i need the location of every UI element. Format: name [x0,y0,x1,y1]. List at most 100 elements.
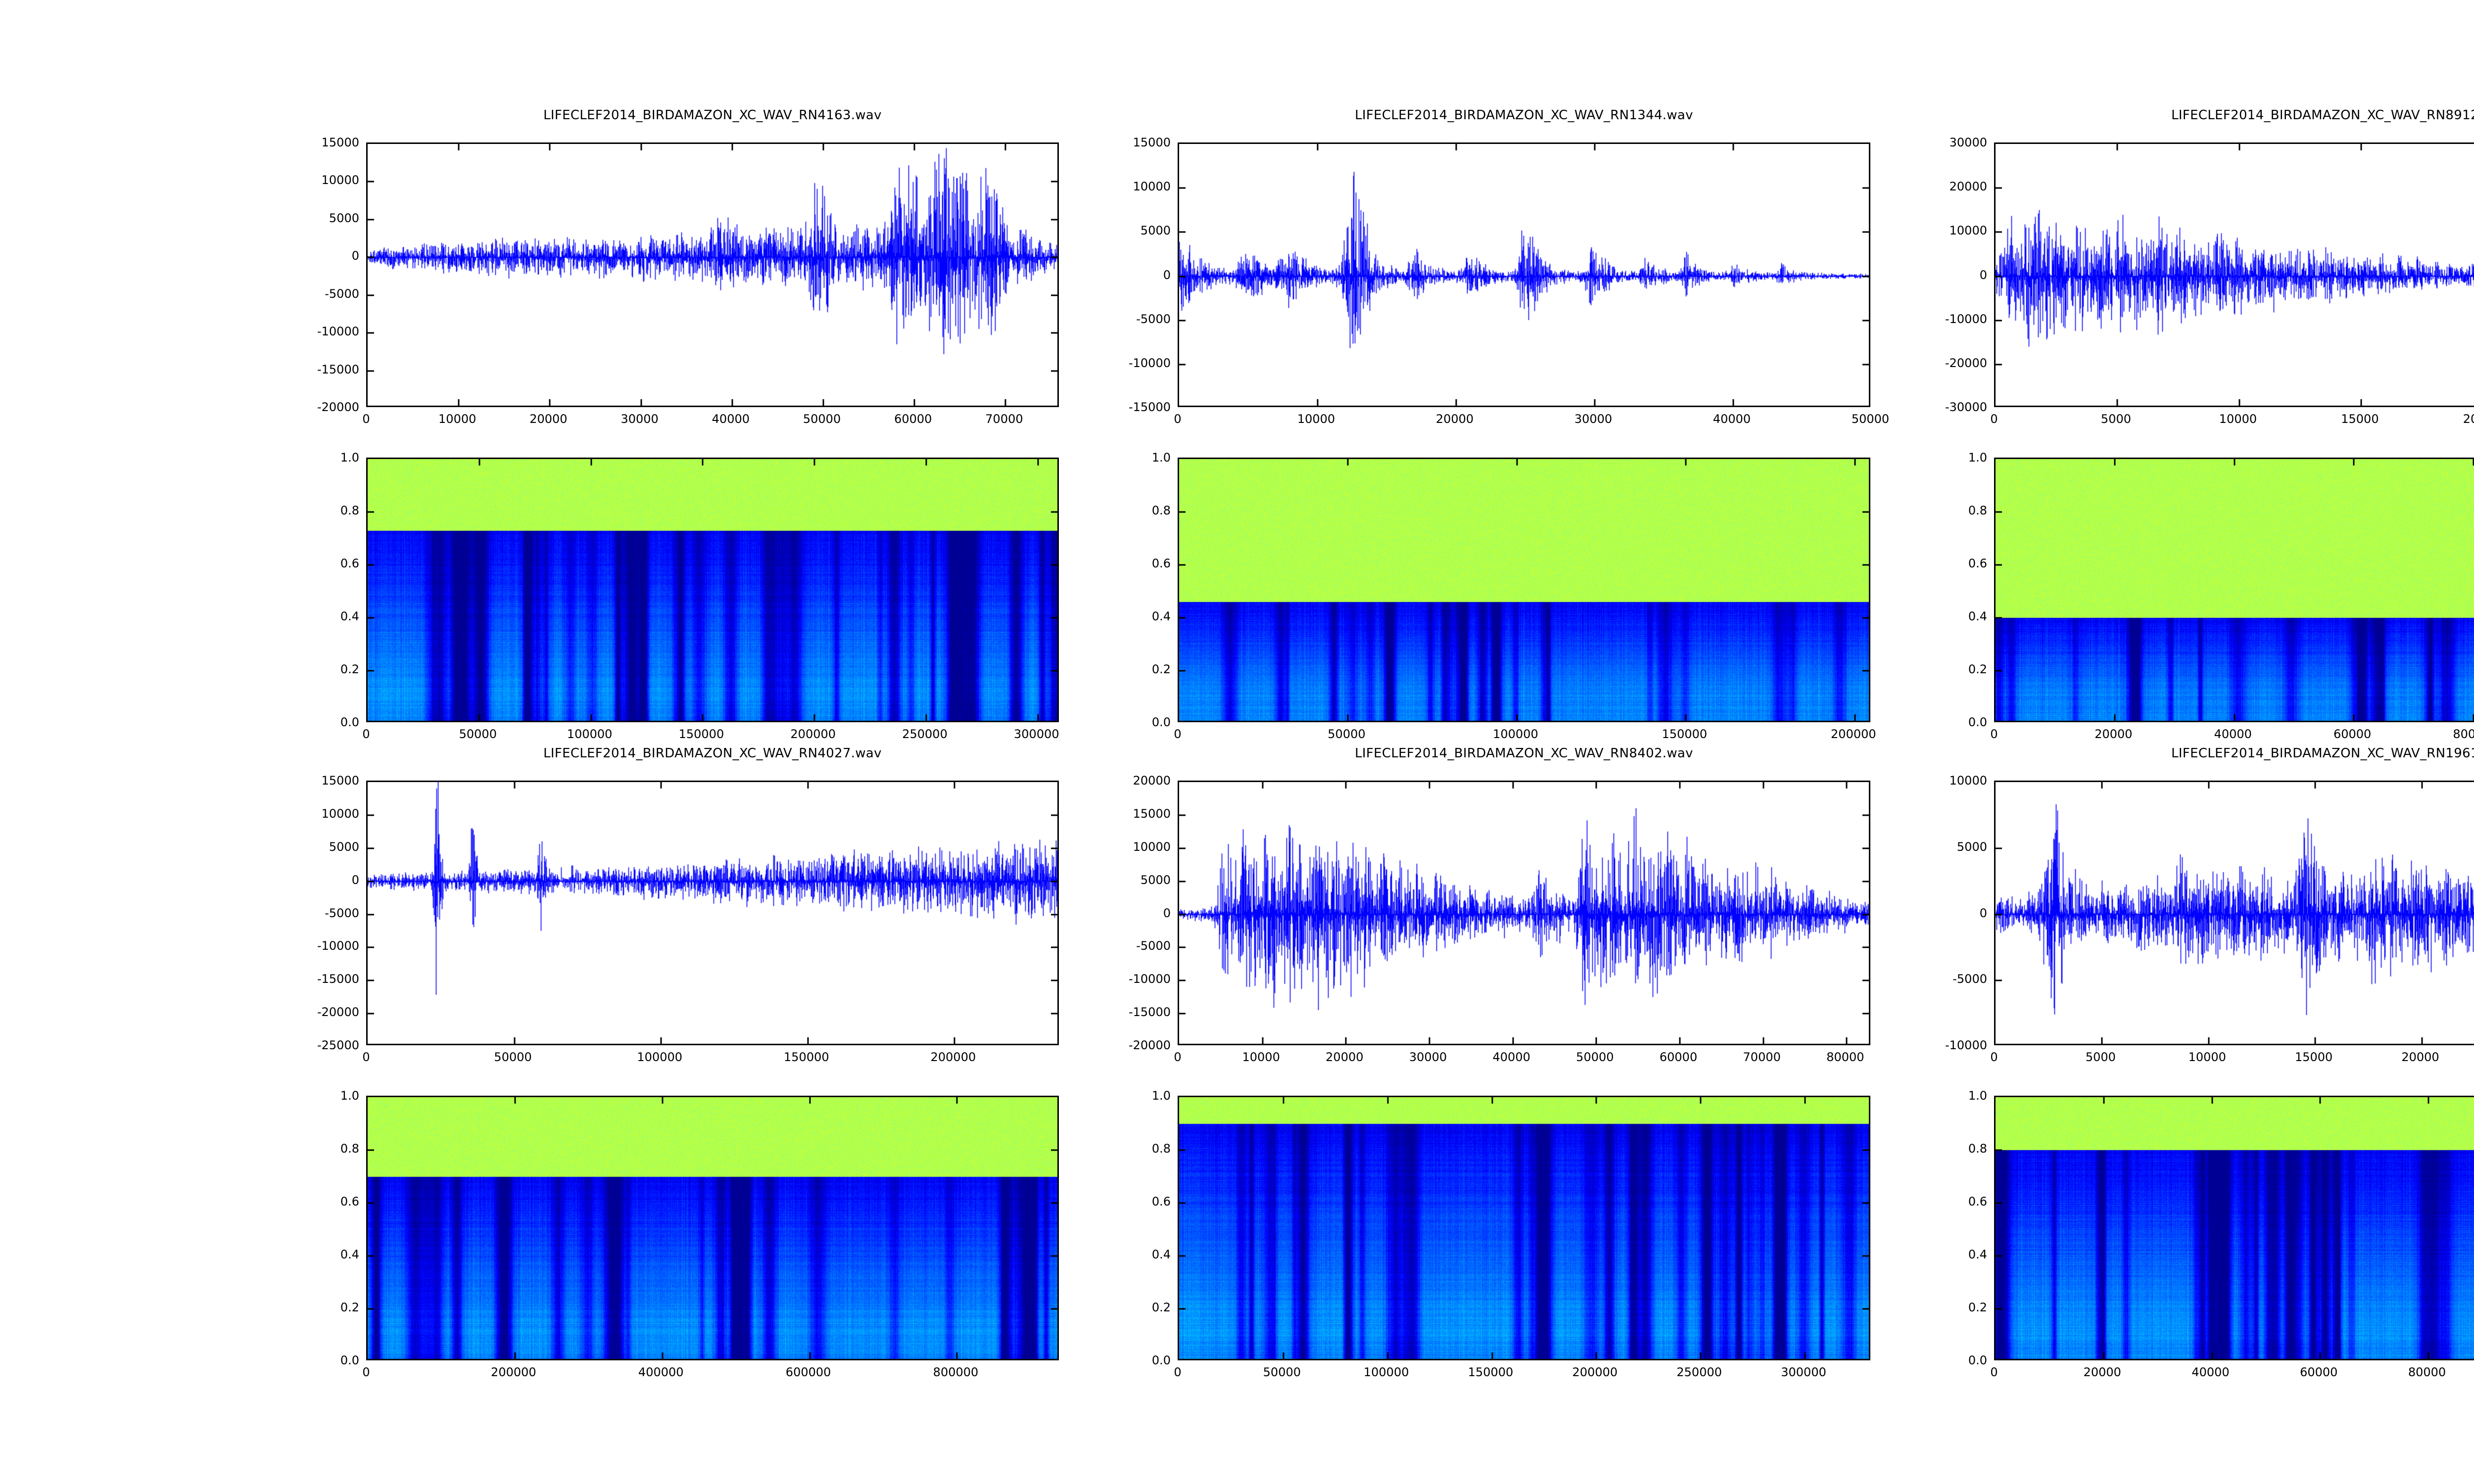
x-tick-mark [590,459,592,465]
x-tick-mark [807,782,809,788]
x-tick-label: 50000 [803,412,841,426]
spectrogram-panel-4-3: 0.00.20.40.60.81.00200004000060000800001… [1880,1061,2474,1405]
y-tick-label: -20000 [1945,356,1987,370]
x-tick-label: 0 [362,727,370,741]
y-tick-label: 0.4 [1968,1248,1987,1261]
x-tick-label: 20000 [1326,1050,1364,1064]
spectrogram-panel-2-3: 0.00.20.40.60.81.00200004000060000800001… [1880,423,2474,767]
spectrogram-axes [366,1096,1059,1360]
x-tick-label: 10000 [2188,1050,2226,1064]
y-tick-label: 15000 [321,774,359,788]
x-tick-mark [2114,459,2116,465]
y-tick-mark [1996,564,2002,566]
x-tick-label: 200000 [790,727,836,741]
x-tick-label: 200000 [1831,727,1876,741]
y-tick-mark [1179,914,1186,915]
x-tick-mark [813,714,815,721]
waveform-panel-1-2: LIFECLEF2014_BIRDAMAZON_XC_WAV_RN1344.wa… [1064,108,1915,452]
waveform-axes [366,142,1059,407]
x-tick-mark [1516,714,1518,721]
x-tick-mark [590,714,592,721]
y-tick-mark [1862,364,1869,366]
x-tick-mark [1595,1097,1597,1104]
y-tick-mark [1862,881,1869,882]
x-tick-label: 0 [1174,1050,1182,1064]
y-tick-label: -25000 [317,1038,359,1052]
x-tick-label: 60000 [894,412,932,426]
x-tick-mark [2360,144,2362,150]
y-tick-label: -15000 [1128,400,1171,414]
x-tick-mark [2353,714,2355,721]
x-tick-mark [458,144,460,150]
x-tick-mark [2116,144,2118,150]
y-tick-mark [1179,1013,1186,1015]
spectrogram-image [368,459,1057,721]
x-tick-mark [2114,714,2116,721]
y-tick-mark [1051,181,1057,183]
x-tick-mark [514,1097,516,1104]
y-tick-mark [1179,814,1186,816]
x-tick-label: 100000 [567,727,613,741]
x-tick-mark [807,1037,809,1044]
y-tick-label: 15000 [1133,806,1171,821]
y-tick-mark [1179,564,1186,566]
y-tick-mark [368,617,374,619]
y-tick-label: 20000 [1949,180,1987,194]
x-tick-mark [913,399,915,406]
y-tick-mark [1179,1202,1186,1204]
x-tick-mark [2234,459,2236,465]
x-tick-label: 250000 [1676,1365,1722,1379]
spectrogram-panel-2-2: 0.0 0.2 0.4 0.6 0.8 1.0 0 50000 100000 150000 2000… [1064,423,1915,767]
y-tick-label: 5000 [1140,224,1171,238]
y-tick-label: 0.6 [1151,1195,1171,1208]
y-tick-label: 5000 [1140,873,1171,887]
x-tick-mark [2473,714,2474,721]
x-tick-mark [1387,1097,1389,1104]
y-tick-mark [1996,276,2002,277]
spectrogram-axes [1178,458,1870,722]
y-tick-label: 15000 [1133,136,1171,149]
y-tick-label: -10000 [1945,1038,1987,1052]
x-tick-label: 300000 [1781,1365,1826,1379]
y-tick-mark [1996,1149,2002,1151]
x-tick-label: 300000 [1014,727,1059,741]
spectrogram-panel-2-1: 0.0 0.2 0.4 0.6 0.8 1.0 0 50000 100000 150000 2000… [252,423,1103,767]
waveform-axes [1178,142,1870,407]
x-tick-mark [1037,459,1039,465]
y-tick-label: -10000 [1128,356,1171,370]
x-tick-mark [1854,459,1856,465]
x-tick-mark [549,144,551,150]
x-tick-mark [1595,782,1597,788]
x-tick-mark [1491,1097,1493,1104]
y-tick-label: 30000 [1949,136,1987,149]
waveform-panel-3-1: LIFECLEF2014_BIRDAMAZON_XC_WAV_RN4027.wa… [252,746,1103,1090]
y-tick-mark [1862,1308,1869,1310]
y-tick-mark [1051,1308,1057,1310]
x-tick-label: 0 [1174,727,1182,741]
x-tick-mark [2427,1352,2429,1359]
x-tick-mark [662,1352,664,1359]
y-tick-label: 0.4 [1151,1248,1171,1261]
x-tick-mark [1595,1352,1597,1359]
y-tick-mark [1051,219,1057,221]
x-tick-label: 40000 [1713,412,1751,426]
x-tick-mark [2473,459,2474,465]
x-tick-label: 0 [362,1050,370,1064]
y-tick-mark [368,670,374,672]
y-tick-mark [1051,914,1057,915]
y-tick-mark [1862,276,1869,277]
x-tick-mark [2234,714,2236,721]
x-tick-mark [1345,782,1347,788]
y-tick-mark [368,946,374,948]
y-tick-label: 10000 [1133,839,1171,854]
x-tick-label: 10000 [1297,412,1335,426]
y-tick-label: 0.8 [1968,1142,1987,1156]
x-tick-label: 60000 [2333,727,2372,741]
y-tick-mark [1862,847,1869,849]
x-tick-mark [1846,782,1848,788]
x-tick-mark [660,1037,662,1044]
x-tick-mark [1700,1352,1702,1359]
y-tick-mark [1862,1255,1869,1257]
y-tick-mark [1051,370,1057,372]
y-tick-mark [1862,1149,1869,1151]
